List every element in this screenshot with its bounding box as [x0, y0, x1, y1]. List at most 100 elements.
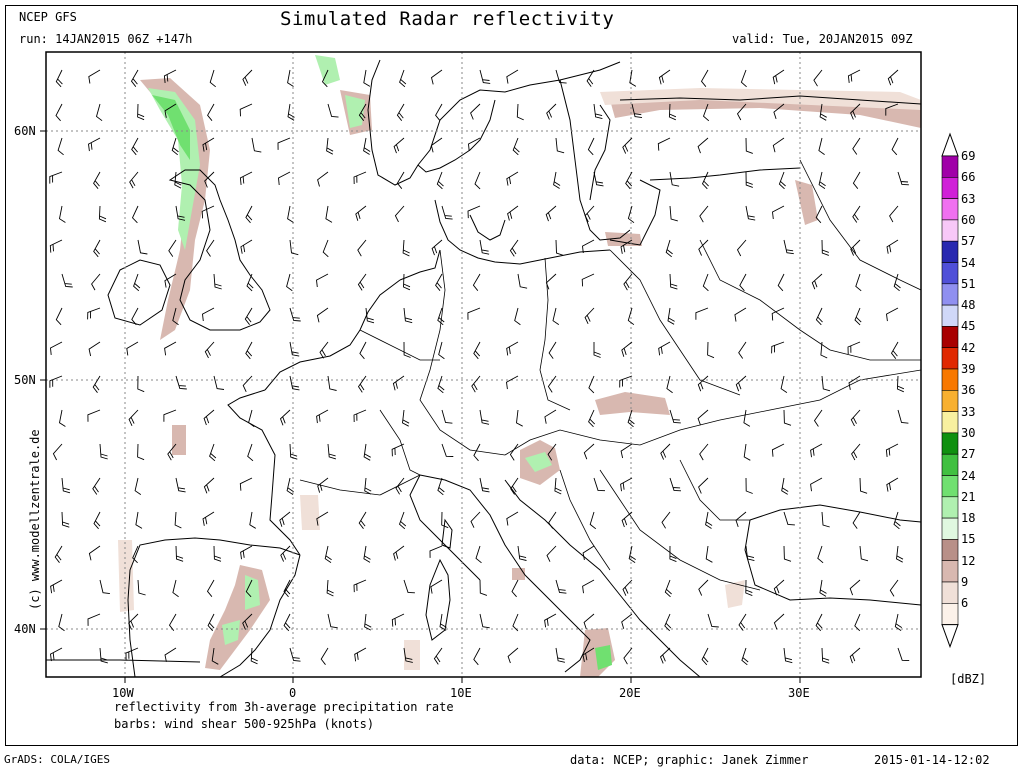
wind-barb — [319, 341, 329, 359]
footer-timestamp: 2015-01-14-12:02 — [874, 753, 990, 767]
wind-barb — [699, 443, 709, 461]
wind-barb — [131, 137, 139, 156]
precip-area — [605, 232, 642, 246]
wind-barb — [850, 103, 861, 120]
colorbar-bottom-arrow — [941, 624, 959, 649]
wind-barb — [327, 375, 337, 391]
wind-barb — [175, 375, 187, 390]
wind-barb — [734, 307, 747, 322]
wind-barb — [517, 273, 528, 289]
wind-barb — [393, 545, 405, 561]
wind-barb — [474, 171, 481, 190]
colorbar-label-24: 24 — [961, 468, 976, 483]
precip-area — [725, 580, 745, 608]
wind-barb — [359, 341, 367, 360]
coastlines-borders — [46, 59, 921, 677]
wind-barb — [203, 409, 215, 426]
wind-barb — [667, 307, 675, 325]
colorbar-label-33: 33 — [961, 404, 976, 419]
wind-barb — [283, 579, 291, 598]
colorbar-swatch-54 — [941, 262, 959, 285]
wind-barb — [57, 137, 64, 156]
wind-barb — [811, 273, 823, 290]
wind-barb — [402, 239, 410, 257]
wind-barb — [249, 511, 257, 529]
wind-barb — [99, 443, 108, 460]
wind-barb — [251, 137, 262, 153]
wind-barb — [202, 307, 215, 322]
wind-barb — [55, 103, 63, 122]
wind-barb — [479, 239, 490, 255]
wind-barb — [815, 307, 823, 326]
wind-barb — [544, 409, 557, 424]
wind-barb — [815, 205, 823, 224]
colorbar-swatch-33 — [941, 411, 959, 434]
wind-barb — [893, 273, 901, 292]
wind-barb — [289, 375, 300, 391]
wind-barb — [818, 171, 826, 189]
wind-barb — [206, 579, 215, 597]
wind-barb — [745, 545, 755, 562]
wind-barb — [546, 103, 557, 120]
wind-barb — [473, 647, 481, 666]
wind-barb — [622, 137, 633, 154]
wind-barb — [242, 613, 253, 630]
colorbar-swatch-24 — [941, 475, 959, 498]
precip-area — [345, 95, 365, 128]
precip-area — [404, 640, 420, 670]
wind-barb — [430, 579, 443, 594]
wind-barb — [771, 307, 785, 321]
precip-area — [222, 620, 240, 645]
wind-barb — [516, 409, 523, 427]
wind-barb — [736, 103, 747, 121]
wind-barb — [279, 511, 291, 527]
wind-barb — [813, 409, 823, 427]
wind-barb — [327, 613, 338, 629]
wind-barb — [584, 307, 595, 324]
colorbar-label-6: 6 — [961, 596, 969, 611]
precip-area — [172, 425, 186, 455]
wind-barb — [55, 69, 63, 88]
wind-barb — [470, 511, 481, 528]
wind-barb — [174, 171, 182, 189]
wind-barb — [403, 579, 415, 594]
precip-area — [300, 495, 320, 530]
wind-barb — [511, 579, 519, 598]
wind-barb — [582, 647, 595, 662]
wind-barb — [584, 205, 595, 223]
lon-label-10e: 10E — [450, 686, 472, 700]
wind-barb — [137, 579, 146, 596]
wind-barb — [479, 579, 488, 596]
wind-barb — [629, 69, 637, 87]
wind-barb — [137, 443, 145, 461]
wind-barb — [240, 239, 253, 254]
wind-barb — [847, 341, 861, 355]
wind-barb — [623, 273, 633, 291]
wind-barb — [620, 443, 633, 459]
precip-area — [118, 540, 134, 612]
wind-barb — [820, 341, 828, 359]
wind-barb — [87, 409, 101, 422]
wind-barb — [778, 171, 786, 190]
wind-barb — [509, 443, 519, 461]
colorbar-label-57: 57 — [961, 234, 976, 249]
wind-barb — [821, 239, 829, 256]
wind-barb — [54, 545, 63, 563]
wind-barb — [745, 137, 753, 154]
wind-barb — [700, 69, 709, 87]
colorbar-label-21: 21 — [961, 489, 976, 504]
wind-barb — [433, 647, 443, 665]
wind-barb — [621, 341, 633, 357]
wind-barb — [326, 137, 334, 155]
map-title: Simulated Radar reflectivity — [280, 8, 615, 30]
wind-barb — [242, 69, 253, 86]
wind-barb — [240, 545, 253, 560]
wind-barb — [627, 307, 635, 326]
wind-barb — [239, 477, 253, 491]
wind-barb — [850, 409, 861, 427]
wind-barb — [130, 69, 139, 87]
wind-barb — [133, 273, 141, 292]
wind-barb — [745, 205, 756, 221]
wind-barb — [547, 375, 557, 393]
wind-barb — [435, 273, 443, 291]
